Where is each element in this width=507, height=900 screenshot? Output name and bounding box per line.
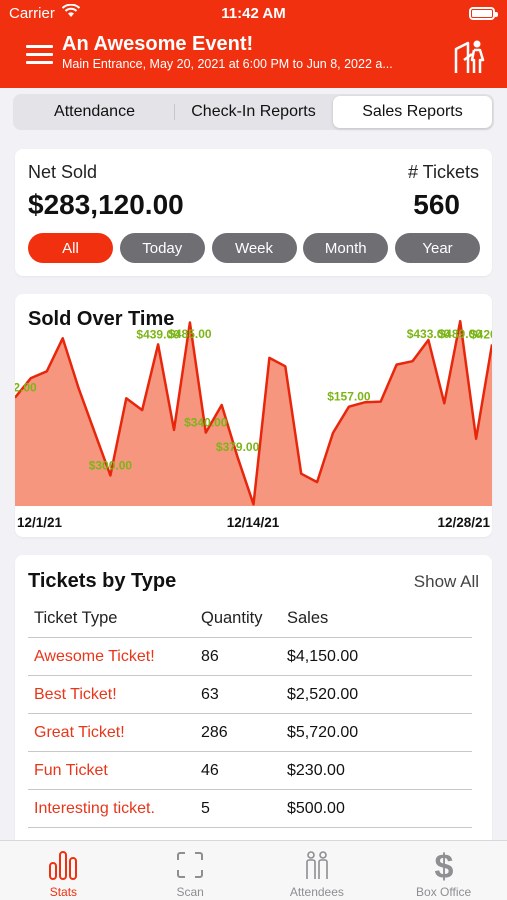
event-subtitle: Main Entrance, May 20, 2021 at 6:00 PM t… (62, 57, 393, 71)
chart-data-label: $485.00 (168, 327, 212, 341)
ticket-sales: $5,720.00 (287, 723, 359, 741)
ticket-quantity: 63 (201, 685, 219, 703)
filter-all-button[interactable]: All (28, 233, 113, 263)
ticket-quantity: 46 (201, 761, 219, 779)
table-title: Tickets by Type (28, 570, 177, 592)
ticket-sales: $500.00 (287, 799, 345, 817)
tab-sales-reports[interactable]: Sales Reports (333, 96, 492, 128)
ticket-sales: $230.00 (287, 761, 345, 779)
chart-data-label: $439.00 (136, 327, 180, 341)
sold-over-time-card: Sold Over Time $262.00 $300.00 $439.00$485… (15, 294, 492, 537)
tab-label: Attendees (289, 885, 344, 899)
sales-summary-card: Net Sold $283,120.00 # Tickets 560 All T… (15, 149, 492, 276)
table-row[interactable]: Great Ticket! 286 $5,720.00 (28, 714, 472, 752)
table-row[interactable]: Best Ticket! 63 $2,520.00 (28, 676, 472, 714)
column-header-sales: Sales (287, 609, 329, 627)
wifi-icon (61, 4, 81, 17)
ticket-quantity: 5 (201, 799, 210, 817)
chart-data-label: $379.00 (216, 440, 260, 454)
table-header-row: Ticket Type Quantity Sales (28, 600, 472, 638)
filter-week-button[interactable]: Week (211, 233, 297, 263)
report-tabs: Attendance Check-In Reports Sales Report… (13, 94, 494, 130)
chart-data-label: $300.00 (89, 458, 133, 472)
x-tick-label: 12/14/21 (227, 515, 280, 530)
menu-button[interactable] (26, 45, 53, 65)
scan-icon (177, 852, 204, 878)
tab-scan[interactable]: Scan (127, 841, 254, 900)
tickets-table: Ticket Type Quantity Sales Awesome Ticke… (28, 600, 472, 828)
tickets-count-label: # Tickets (407, 162, 479, 182)
chart-data-label: $340.00 (184, 416, 228, 430)
attendees-icon (306, 851, 328, 879)
status-bar: Carrier 11:42 AM (0, 0, 507, 28)
ticket-type-name[interactable]: Awesome Ticket! (34, 647, 155, 665)
tickets-by-type-card: Tickets by Type Show All Ticket Type Qua… (15, 555, 492, 855)
clock: 11:42 AM (221, 5, 286, 22)
ticket-type-name[interactable]: Fun Ticket (34, 761, 108, 779)
event-title: An Awesome Event! (62, 33, 254, 55)
stats-icon (49, 851, 78, 880)
column-header-quantity: Quantity (201, 609, 263, 627)
usher-icon[interactable] (452, 38, 490, 76)
filter-year-button[interactable]: Year (395, 233, 480, 263)
svg-text:$: $ (434, 849, 453, 883)
tab-stats[interactable]: Stats (0, 841, 127, 900)
table-row[interactable]: Awesome Ticket! 86 $4,150.00 (28, 638, 472, 676)
app-header: Carrier 11:42 AM An Awesome Event! Main … (0, 0, 507, 88)
table-row[interactable]: Interesting ticket. 5 $500.00 (28, 790, 472, 828)
sold-over-time-chart: $262.00 $300.00 $439.00$485.00 $340.00 $379.… (15, 319, 492, 530)
chart-data-label: $489.00 (439, 327, 483, 341)
battery-icon (469, 7, 498, 20)
table-row[interactable]: Fun Ticket 46 $230.00 (28, 752, 472, 790)
dollar-icon: $ (434, 849, 453, 883)
tab-label: Stats (49, 885, 78, 899)
column-header-type: Ticket Type (34, 609, 118, 627)
ticket-type-name[interactable]: Great Ticket! (34, 723, 125, 741)
period-filters: All Today Week Month Year (28, 233, 480, 263)
ticket-sales: $4,150.00 (287, 647, 359, 665)
tab-attendees[interactable]: Attendees (254, 841, 381, 900)
show-all-link[interactable]: Show All (413, 572, 479, 591)
tab-label: Box Office (416, 885, 472, 899)
chart-title: Sold Over Time (28, 308, 175, 330)
ticket-type-name[interactable]: Interesting ticket. (34, 799, 155, 817)
chart-data-label: $262.00 (15, 381, 37, 395)
carrier-label: Carrier (9, 5, 55, 22)
ticket-quantity: 286 (201, 723, 228, 741)
tab-attendance[interactable]: Attendance (54, 103, 135, 120)
tab-check-in-reports[interactable]: Check-In Reports (174, 96, 333, 128)
tickets-count-value: 560 (413, 189, 460, 220)
ticket-quantity: 86 (201, 647, 219, 665)
ticket-sales: $2,520.00 (287, 685, 359, 703)
chart-area (15, 321, 492, 506)
net-sold-value: $283,120.00 (28, 189, 184, 220)
x-tick-label: 12/1/21 (17, 515, 63, 530)
chart-data-label: $157.00 (327, 390, 371, 404)
filter-today-button[interactable]: Today (119, 233, 205, 263)
x-tick-label: 12/28/21 (437, 515, 490, 530)
ticket-type-name[interactable]: Best Ticket! (34, 685, 117, 703)
net-sold-label: Net Sold (28, 162, 98, 182)
bottom-tab-bar: Stats Scan Attendees $ Box Office (0, 840, 507, 900)
filter-month-button[interactable]: Month (303, 233, 389, 263)
tab-label: Scan (176, 885, 204, 899)
chart-data-label: $420.00 (470, 327, 492, 341)
tab-box-office[interactable]: $ Box Office (380, 841, 507, 900)
chart-data-label: $433.00 (407, 327, 451, 341)
